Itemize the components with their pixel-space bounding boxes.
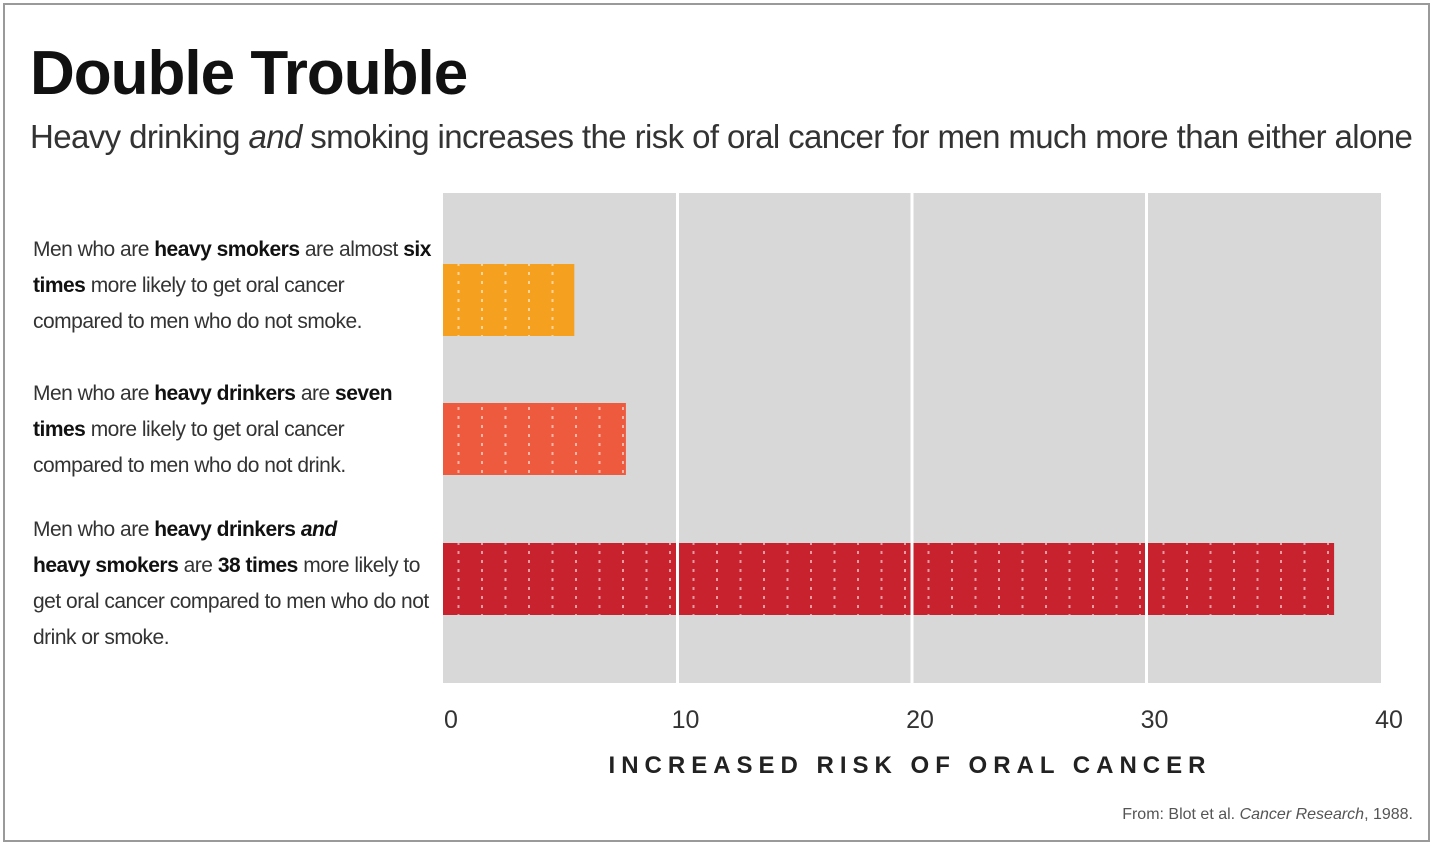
desc-bold: heavy smokers — [33, 554, 179, 577]
bar-texture — [443, 543, 1335, 615]
source-suffix: , 1988. — [1364, 806, 1413, 823]
desc-text: more likely to get oral cancer compared … — [33, 418, 346, 477]
desc-bold: heavy smokers — [154, 238, 300, 261]
source-credit: From: Blot et al. Cancer Research, 1988. — [1122, 806, 1413, 824]
chart-subtitle: Heavy drinking and smoking increases the… — [30, 118, 1413, 156]
x-tick-label: 0 — [444, 706, 458, 734]
subtitle-emphasis: and — [248, 118, 302, 155]
source-journal: Cancer Research — [1239, 806, 1365, 823]
description-smokers: Men who are heavy smokers are almost six… — [33, 232, 438, 340]
desc-text: are — [178, 554, 218, 577]
desc-bold: six times — [33, 238, 431, 297]
desc-bold: 38 times — [217, 554, 299, 577]
x-tick-labels: 0 10 20 30 40 — [444, 706, 1403, 734]
source-prefix: From: Blot et al. — [1122, 806, 1240, 823]
desc-bold: heavy drinkers — [154, 518, 301, 541]
x-tick-label: 30 — [1141, 706, 1169, 734]
desc-text: Men who are — [33, 518, 155, 541]
desc-text: more likely to get oral cancer compared … — [33, 274, 363, 333]
bar-texture — [443, 264, 575, 336]
description-both: Men who are heavy drinkers and heavy smok… — [33, 512, 438, 656]
subtitle-part1: Heavy drinking — [30, 118, 249, 155]
desc-text: are almost — [299, 238, 404, 261]
desc-text: Men who are — [33, 238, 155, 261]
desc-text: more likely to get oral cancer compared … — [33, 554, 429, 649]
x-tick-label: 20 — [906, 706, 934, 734]
bars — [443, 264, 1335, 615]
desc-bold-italic: and — [300, 518, 337, 541]
x-axis-label: INCREASED RISK OF ORAL CANCER — [609, 752, 1212, 779]
desc-text: are — [295, 382, 336, 405]
desc-text: Men who are — [33, 382, 155, 405]
chart-title: Double Trouble — [30, 39, 468, 108]
desc-bold: heavy drinkers — [154, 382, 296, 405]
subtitle-part2: smoking increases the risk of oral cance… — [301, 118, 1413, 155]
chart-frame — [3, 3, 1430, 842]
desc-bold: seven times — [33, 382, 393, 441]
x-tick-label: 40 — [1375, 706, 1403, 734]
bar-texture — [443, 403, 626, 475]
x-tick-label: 10 — [672, 706, 700, 734]
description-drinkers: Men who are heavy drinkers are seven tim… — [33, 376, 438, 484]
